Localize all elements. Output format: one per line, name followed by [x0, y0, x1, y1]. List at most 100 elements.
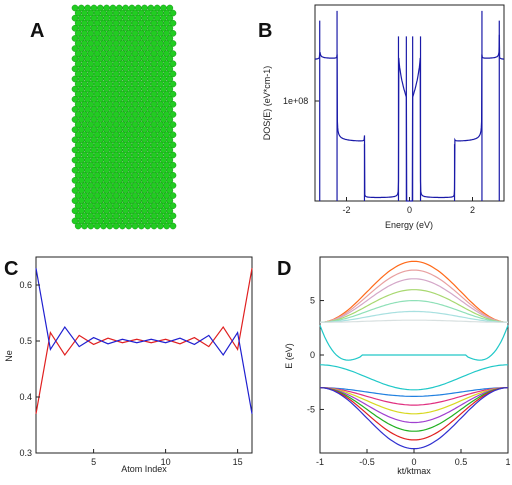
valence-band — [320, 387, 508, 424]
atom — [163, 222, 170, 230]
atom — [169, 70, 177, 78]
conduction-band — [319, 260, 509, 323]
atom — [166, 95, 174, 103]
conduction-band — [320, 300, 508, 323]
panel-letter-d: D — [277, 258, 291, 280]
ne-ytick-label: 0.5 — [19, 336, 32, 346]
dos-chart: -2 0 2 1e+08 Energy (eV) DOS(E) (eV*cm-1) — [262, 4, 505, 230]
atom — [166, 24, 174, 32]
valence-band — [320, 387, 508, 415]
atom — [166, 75, 174, 83]
atom — [169, 90, 177, 98]
band-xlabel: kt/ktmax — [397, 466, 431, 476]
ne-xlabel: Atom Index — [121, 464, 167, 474]
atom — [81, 222, 88, 230]
panel-letter-b: B — [258, 20, 272, 42]
atom — [169, 111, 177, 118]
atom — [166, 126, 174, 133]
atom — [93, 222, 101, 230]
atom — [166, 187, 174, 194]
atom — [157, 222, 164, 230]
valence-band — [320, 387, 508, 441]
atom — [169, 80, 177, 88]
atom — [166, 45, 174, 52]
atom — [166, 207, 174, 215]
atom — [169, 30, 177, 37]
dos-xtick-label: 2 — [470, 205, 475, 215]
atom — [169, 151, 177, 159]
atom — [144, 222, 152, 230]
ne-ylabel: Ne — [4, 350, 14, 362]
atom — [112, 222, 120, 230]
band-xtick-label: -0.5 — [359, 457, 375, 467]
atom — [100, 222, 107, 230]
atom — [74, 222, 82, 230]
atom — [169, 182, 177, 189]
atom — [138, 222, 145, 230]
band-ytick-label: 5 — [310, 296, 315, 306]
atom — [169, 202, 177, 210]
ne-xtick-label: 5 — [91, 457, 96, 467]
valence-band — [320, 387, 508, 432]
atom — [169, 212, 177, 220]
atom — [119, 222, 126, 230]
atom — [169, 131, 177, 139]
atom — [166, 14, 174, 22]
dos-ylabel: DOS(E) (eV*cm-1) — [262, 66, 272, 141]
conduction-band — [320, 319, 508, 323]
atom — [169, 121, 177, 128]
dos-plot-frame — [314, 4, 505, 202]
atom — [169, 222, 177, 230]
conduction-band — [320, 269, 508, 323]
atom — [106, 222, 114, 230]
ne-xtick-label: 15 — [233, 457, 243, 467]
atom — [166, 166, 174, 174]
dos-xlabel: Energy (eV) — [385, 220, 433, 230]
atom — [169, 60, 177, 68]
dos-xtick-label: -2 — [342, 205, 350, 215]
atom — [166, 85, 174, 93]
atom — [169, 141, 177, 149]
atom — [169, 40, 177, 47]
atom — [87, 222, 95, 230]
dos-curve — [315, 34, 504, 202]
conduction-band — [320, 289, 508, 323]
valence-band — [319, 387, 509, 450]
atom — [125, 222, 133, 230]
dos-ytick-label: 1e+08 — [283, 96, 308, 106]
atom — [169, 19, 177, 27]
atom — [169, 9, 177, 17]
band-ylabel: E (eV) — [284, 343, 294, 369]
ne-xtick-label: 10 — [161, 457, 171, 467]
band-ytick-label: 0 — [310, 350, 315, 360]
ne-chart: 5 10 15 0.3 0.4 0.5 0.6 Atom Index Ne — [4, 256, 253, 474]
valence-band — [320, 364, 508, 391]
atom — [166, 136, 174, 144]
atom — [169, 192, 177, 199]
band-chart: -1 -0.5 0 0.5 1 -5 0 5 kt/ktmax E (eV) — [284, 256, 511, 476]
ne-ytick-label: 0.6 — [19, 280, 32, 290]
atom — [166, 146, 174, 154]
ne-series-blue — [35, 268, 253, 414]
band-xtick-label: 0.5 — [455, 457, 468, 467]
atom — [150, 222, 158, 230]
conduction-band — [320, 310, 508, 323]
edge-state-band — [319, 325, 509, 361]
ne-plot-frame — [35, 256, 253, 454]
atom — [166, 4, 174, 12]
atom — [169, 161, 177, 169]
atom — [169, 172, 177, 179]
ne-ytick-label: 0.3 — [19, 448, 32, 458]
ne-ytick-label: 0.4 — [19, 392, 32, 402]
band-xtick-label: 1 — [505, 457, 510, 467]
dos-xtick-label: 0 — [407, 205, 412, 215]
atom — [169, 50, 177, 57]
band-ytick-label: -5 — [307, 404, 315, 414]
atom — [166, 177, 174, 184]
atom — [166, 197, 174, 204]
atom — [169, 101, 177, 108]
valence-band — [320, 387, 508, 406]
panel-letter-a: A — [30, 20, 44, 42]
atom — [166, 65, 174, 73]
